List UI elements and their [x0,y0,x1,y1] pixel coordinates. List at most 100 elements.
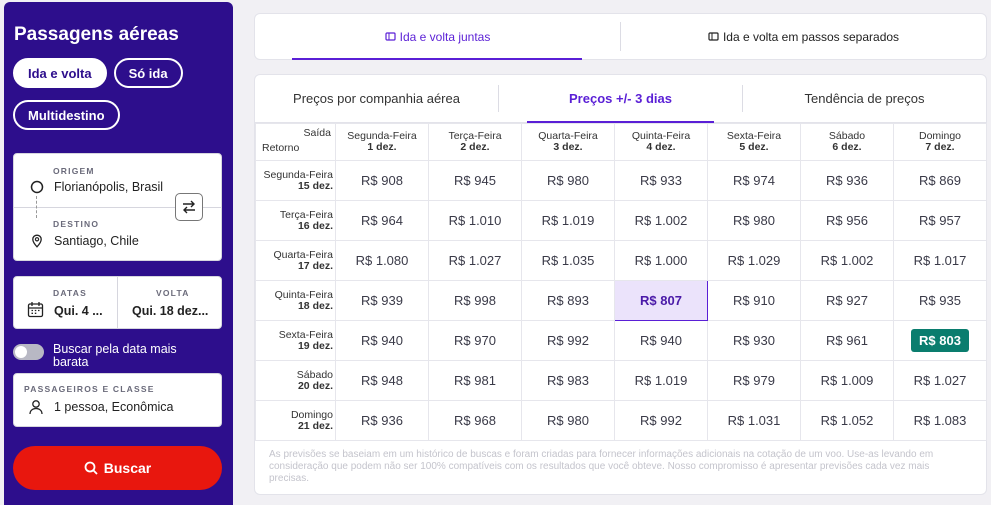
departure-date: 6 dez. [832,141,862,153]
price-cell[interactable]: R$ 1.027 [428,240,522,281]
grid-row: Domingo 21 dez. R$ 936 R$ 968 R$ 980 R$ 992 R$… [255,400,987,441]
grid-body: Segunda-Feira 15 dez. R$ 908 R$ 945 R$ 980 R$… [255,160,987,441]
tab-roundtrip-together[interactable]: Ida e volta juntas [255,14,620,60]
price-cell[interactable]: R$ 945 [428,160,522,201]
price-cell[interactable]: R$ 948 [335,360,429,401]
departure-weekday: Quarta-Feira [538,130,598,142]
price-cell[interactable]: R$ 910 [707,280,801,321]
destination-value: Santiago, Chile [54,234,139,248]
price-cell[interactable]: R$ 980 [521,400,615,441]
price-cell[interactable]: R$ 1.019 [614,360,708,401]
tab-prices-by-airline[interactable]: Preços por companhia aérea [293,91,460,106]
return-date-field[interactable]: VOLTA Qui. 18 dez... [117,277,221,328]
price-cell[interactable]: R$ 939 [335,280,429,321]
departure-date: 7 dez. [925,141,955,153]
price-cell[interactable]: R$ 980 [521,160,615,201]
price-cell[interactable]: R$ 964 [335,200,429,241]
return-date-header: Domingo 21 dez. [255,400,336,441]
price-cell[interactable]: R$ 869 [893,160,987,201]
flexible-dates-price-grid: Saída Retorno Segunda-Feira 1 dez. Terça-F… [255,123,987,441]
price-cell[interactable]: R$ 908 [335,160,429,201]
price-cell[interactable]: R$ 1.052 [800,400,894,441]
grid-row: Sexta-Feira 19 dez. R$ 940 R$ 970 R$ 992 R$ 9… [255,320,987,361]
origin-field[interactable]: ORIGEM Florianópolis, Brasil [14,154,221,208]
trip-type-roundtrip-button[interactable]: Ida e volta [13,58,107,88]
cheapest-price-cell[interactable]: R$ 803 [893,320,987,361]
tab-price-trend[interactable]: Tendência de preços [804,91,925,106]
return-weekday: Domingo [290,408,333,421]
price-cell[interactable]: R$ 992 [521,320,615,361]
return-weekday: Segunda-Feira [263,168,333,181]
grid-row: Segunda-Feira 15 dez. R$ 908 R$ 945 R$ 980 R$… [255,160,987,201]
origin-label: ORIGEM [53,166,95,176]
price-cell[interactable]: R$ 893 [521,280,615,321]
price-cell[interactable]: R$ 1.083 [893,400,987,441]
dates-card: DATAS Qui. 4 ... VOLTA Qui. 18 dez... [13,276,222,329]
price-cell[interactable]: R$ 935 [893,280,987,321]
departure-date-header: Segunda-Feira 1 dez. [335,123,429,161]
price-cell[interactable]: R$ 936 [800,160,894,201]
price-cell[interactable]: R$ 1.017 [893,240,987,281]
price-cell[interactable]: R$ 1.035 [521,240,615,281]
grid-row: Quinta-Feira 18 dez. R$ 939 R$ 998 R$ 893 R$ … [255,280,987,321]
price-cell[interactable]: R$ 936 [335,400,429,441]
price-cell[interactable]: R$ 957 [893,200,987,241]
price-cell[interactable]: R$ 956 [800,200,894,241]
return-date: 16 dez. [297,219,333,232]
price-cell[interactable]: R$ 1.029 [707,240,801,281]
price-cell[interactable]: R$ 940 [335,320,429,361]
cheapest-date-toggle[interactable] [13,344,44,360]
price-cell[interactable]: R$ 992 [614,400,708,441]
price-cell[interactable]: R$ 961 [800,320,894,361]
price-cell[interactable]: R$ 1.080 [335,240,429,281]
price-cell[interactable]: R$ 1.002 [614,200,708,241]
price-cell[interactable]: R$ 998 [428,280,522,321]
price-cell[interactable]: R$ 979 [707,360,801,401]
search-button-label: Buscar [103,460,152,476]
return-weekday: Sábado [296,368,333,381]
trip-type-oneway-button[interactable]: Só ida [113,58,183,88]
tab-prices-plus-minus-3-days[interactable]: Preços +/- 3 dias [499,75,742,123]
price-cell[interactable]: R$ 1.000 [614,240,708,281]
price-cell[interactable]: R$ 983 [521,360,615,401]
departure-date-header: Quinta-Feira 4 dez. [614,123,708,161]
destination-field[interactable]: DESTINO Santiago, Chile [14,208,221,262]
price-cell[interactable]: R$ 968 [428,400,522,441]
tab-roundtrip-separate[interactable]: Ida e volta em passos separados [621,14,986,59]
search-button[interactable]: Buscar [13,446,222,490]
origin-destination-card: ORIGEM Florianópolis, Brasil DESTINO San… [13,153,222,261]
departure-date-field[interactable]: DATAS Qui. 4 ... [14,277,117,328]
return-date: 19 dez. [297,339,333,352]
destination-label: DESTINO [53,219,100,229]
price-cell[interactable]: R$ 980 [707,200,801,241]
return-date: 18 dez. [297,299,333,312]
cheapest-date-toggle-row: Buscar pela data mais barata [13,343,203,368]
price-cell[interactable]: R$ 930 [707,320,801,361]
return-date: 21 dez. [297,419,333,432]
price-cell[interactable]: R$ 970 [428,320,522,361]
return-date: 15 dez. [297,179,333,192]
price-cell[interactable]: R$ 1.019 [521,200,615,241]
passengers-field[interactable]: PASSAGEIROS E CLASSE 1 pessoa, Econômica [13,373,222,427]
price-cell[interactable]: R$ 1.027 [893,360,987,401]
departure-weekday: Sexta-Feira [726,130,782,142]
return-weekday: Quinta-Feira [274,288,333,301]
swap-route-button[interactable] [175,193,203,221]
selected-price-cell[interactable]: R$ 807 [614,280,708,321]
price-cell[interactable]: R$ 974 [707,160,801,201]
trip-type-multidestination-button[interactable]: Multidestino [13,100,120,130]
passengers-label: PASSAGEIROS E CLASSE [24,384,155,394]
price-cell[interactable]: R$ 927 [800,280,894,321]
ticket-icon [385,32,396,41]
price-cell[interactable]: R$ 933 [614,160,708,201]
price-cell[interactable]: R$ 981 [428,360,522,401]
price-cell[interactable]: R$ 1.010 [428,200,522,241]
search-icon [84,461,98,475]
price-cell[interactable]: R$ 940 [614,320,708,361]
departure-weekday: Sábado [828,130,866,142]
departure-date-label: DATAS [53,288,88,298]
price-cell[interactable]: R$ 1.009 [800,360,894,401]
price-cell[interactable]: R$ 1.002 [800,240,894,281]
departure-weekday: Domingo [918,130,962,142]
price-cell[interactable]: R$ 1.031 [707,400,801,441]
